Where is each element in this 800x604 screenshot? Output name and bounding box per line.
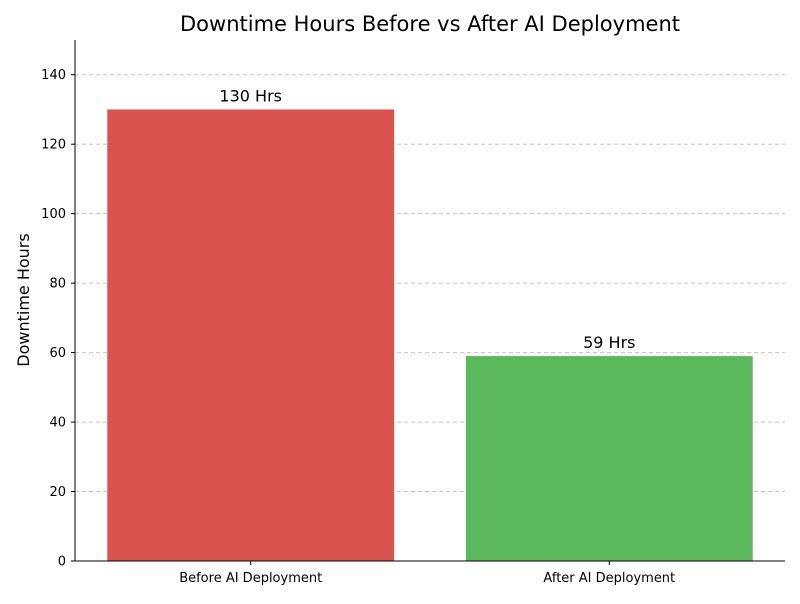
y-tick-label: 40 [49, 416, 66, 431]
y-tick-label: 60 [49, 346, 66, 361]
axes: 0 20 40 60 80 100 120 140 Before AI Deployment Af… [41, 40, 785, 586]
y-tick-label: 120 [41, 138, 66, 153]
data-label: 130 Hrs [219, 86, 282, 105]
y-tick-label: 140 [41, 68, 66, 83]
y-tick-label: 100 [41, 207, 66, 222]
x-tick-label: Before AI Deployment [179, 571, 322, 586]
data-labels: 130 Hrs 59 Hrs [219, 86, 635, 352]
chart-title: Downtime Hours Before vs After AI Deploy… [180, 12, 680, 36]
bars [107, 109, 753, 561]
y-axis-label: Downtime Hours [14, 233, 33, 366]
y-tick-label: 80 [49, 277, 66, 292]
x-tick-label: After AI Deployment [543, 571, 675, 586]
y-tick-label: 0 [58, 555, 66, 570]
y-tick-label: 20 [49, 485, 66, 500]
bar [107, 109, 395, 561]
bar [465, 356, 753, 561]
data-label: 59 Hrs [583, 333, 635, 352]
